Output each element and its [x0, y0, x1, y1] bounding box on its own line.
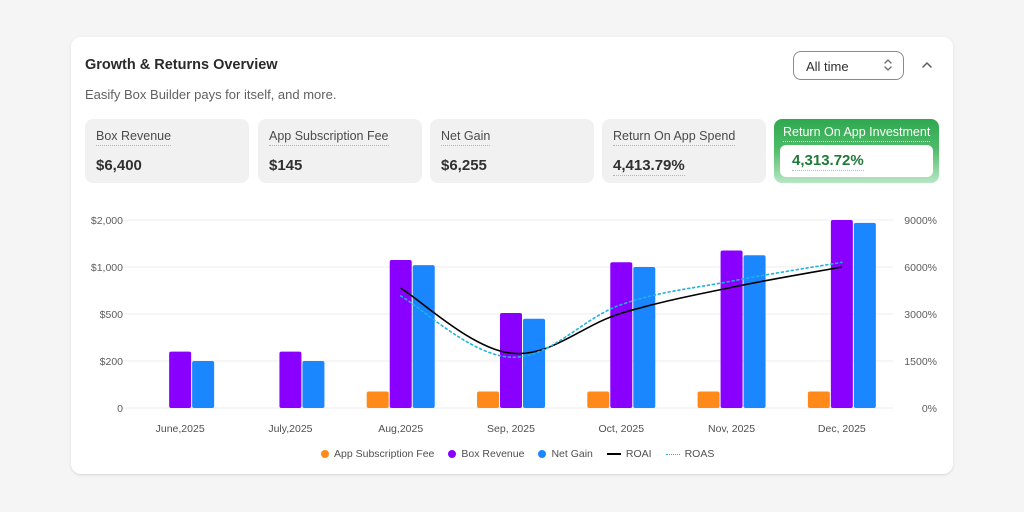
- left-axis-tick-label: $500: [100, 309, 124, 321]
- x-axis-ticks: June,2025 July,2025 Aug,2025 Sep, 2025 Oct, …: [156, 423, 866, 435]
- metric-net-gain: Net Gain $6,255: [430, 119, 594, 183]
- time-range-select[interactable]: All time: [793, 51, 904, 80]
- card-title: Growth & Returns Overview: [85, 57, 278, 73]
- card-subtitle: Easify Box Builder pays for itself, and …: [85, 87, 337, 102]
- bar-app-subscription-fee[interactable]: [366, 391, 389, 408]
- bar-net-gain[interactable]: [523, 318, 545, 408]
- metric-box-revenue: Box Revenue $6,400: [85, 119, 249, 183]
- legend-dot-icon: [321, 450, 329, 458]
- x-axis-tick-label: Aug,2025: [378, 423, 423, 435]
- metric-value[interactable]: 4,413.79%: [613, 157, 685, 176]
- legend-line-icon: [606, 453, 621, 455]
- legend-item-net-gain[interactable]: Net Gain: [538, 448, 593, 460]
- bar-box-revenue[interactable]: [830, 220, 853, 408]
- bar-net-gain[interactable]: [853, 222, 876, 408]
- select-arrows-icon: [884, 59, 892, 71]
- bar-app-subscription-fee[interactable]: [697, 391, 720, 408]
- bar-app-subscription-fee[interactable]: [807, 391, 830, 408]
- metric-value-box: 4,313.72%: [780, 145, 933, 177]
- bar-box-revenue[interactable]: [500, 313, 522, 408]
- legend-label: ROAS: [684, 448, 715, 460]
- legend-item-roas[interactable]: ROAS: [665, 448, 715, 460]
- legend-item-roai[interactable]: ROAI: [606, 448, 652, 460]
- right-axis-tick-label: 0%: [922, 403, 937, 415]
- growth-returns-card: Growth & Returns Overview Easify Box Bui…: [71, 37, 953, 474]
- left-axis-tick-label: $200: [100, 356, 124, 368]
- x-axis-tick-label: Sep, 2025: [487, 423, 535, 435]
- chart-legend: App Subscription Fee Box Revenue Net Gain R…: [321, 447, 714, 461]
- metric-value[interactable]: 4,313.72%: [792, 152, 864, 171]
- bar-box-revenue[interactable]: [169, 351, 192, 408]
- metric-label[interactable]: App Subscription Fee: [269, 129, 389, 146]
- legend-dot-icon: [538, 450, 547, 458]
- bar-app-subscription-fee[interactable]: [587, 391, 610, 408]
- legend-item-box-revenue[interactable]: Box Revenue: [448, 448, 524, 460]
- lines: [399, 261, 843, 359]
- x-axis-tick-label: Dec, 2025: [818, 423, 866, 435]
- legend-label: App Subscription Fee: [334, 448, 435, 460]
- metric-return-on-app-investment: Return On App Investment 4,313.72%: [774, 119, 939, 183]
- right-axis-ticks: 0% 1500% 3000% 6000% 9000%: [904, 215, 937, 415]
- metric-label[interactable]: Return On App Spend: [613, 129, 736, 146]
- growth-chart: 0 $200 $500 $1,000 $2,000 0% 1500% 3000% 6000% 9…: [91, 215, 937, 435]
- bar-box-revenue[interactable]: [389, 259, 412, 408]
- bar-box-revenue[interactable]: [610, 262, 633, 408]
- metric-return-on-app-spend: Return On App Spend 4,413.79%: [602, 119, 766, 183]
- right-axis-tick-label: 9000%: [904, 215, 937, 227]
- bar-net-gain[interactable]: [412, 265, 435, 408]
- line-roas[interactable]: [399, 261, 843, 359]
- chevron-up-icon[interactable]: [917, 55, 937, 75]
- bar-net-gain[interactable]: [743, 255, 766, 408]
- legend-item-app-subscription-fee[interactable]: App Subscription Fee: [321, 448, 434, 460]
- bar-box-revenue[interactable]: [279, 351, 302, 408]
- legend-dotted-line-icon: [665, 453, 680, 455]
- time-range-value: All time: [806, 59, 849, 74]
- metric-label[interactable]: Return On App Investment: [783, 125, 931, 142]
- metric-value: $6,400: [96, 157, 142, 174]
- left-axis-tick-label: $2,000: [91, 215, 123, 227]
- metric-value: $6,255: [441, 157, 487, 174]
- right-axis-tick-label: 1500%: [904, 356, 937, 368]
- x-axis-tick-label: Nov, 2025: [708, 423, 755, 435]
- metric-value: $145: [269, 157, 303, 174]
- bar-net-gain[interactable]: [633, 267, 656, 408]
- bar-net-gain[interactable]: [302, 361, 325, 408]
- bar-box-revenue[interactable]: [720, 250, 743, 408]
- left-axis-tick-label: 0: [117, 403, 123, 415]
- metric-label[interactable]: Net Gain: [441, 129, 491, 146]
- left-axis-tick-label: $1,000: [91, 262, 123, 274]
- x-axis-tick-label: Oct, 2025: [599, 423, 645, 435]
- metric-label[interactable]: Box Revenue: [96, 129, 172, 146]
- x-axis-tick-label: June,2025: [156, 423, 205, 435]
- metric-app-subscription-fee: App Subscription Fee $145: [258, 119, 422, 183]
- bar-app-subscription-fee[interactable]: [477, 391, 499, 408]
- left-axis-ticks: 0 $200 $500 $1,000 $2,000: [91, 215, 123, 415]
- legend-label: ROAI: [625, 448, 652, 460]
- right-axis-tick-label: 6000%: [904, 262, 937, 274]
- x-axis-tick-label: July,2025: [268, 423, 312, 435]
- line-roai[interactable]: [400, 266, 843, 355]
- legend-dot-icon: [448, 450, 457, 458]
- legend-label: Box Revenue: [461, 448, 525, 460]
- bar-net-gain[interactable]: [192, 361, 215, 408]
- right-axis-tick-label: 3000%: [904, 309, 937, 321]
- legend-label: Net Gain: [551, 448, 593, 460]
